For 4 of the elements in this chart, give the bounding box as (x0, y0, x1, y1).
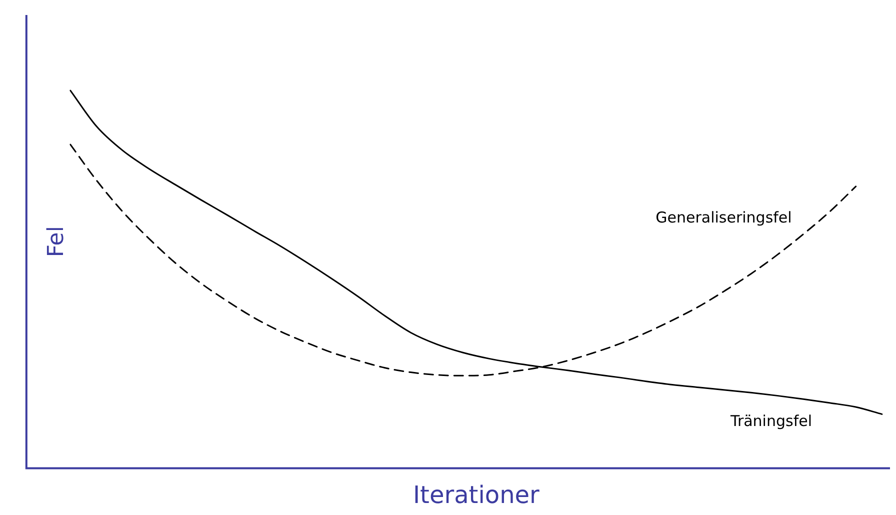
series-label: Generaliseringsfel (656, 208, 792, 226)
series-label: Träningsfel (729, 412, 812, 430)
x-axis-title: Iterationer (412, 480, 540, 509)
y-axis-title: Fel (44, 226, 69, 258)
